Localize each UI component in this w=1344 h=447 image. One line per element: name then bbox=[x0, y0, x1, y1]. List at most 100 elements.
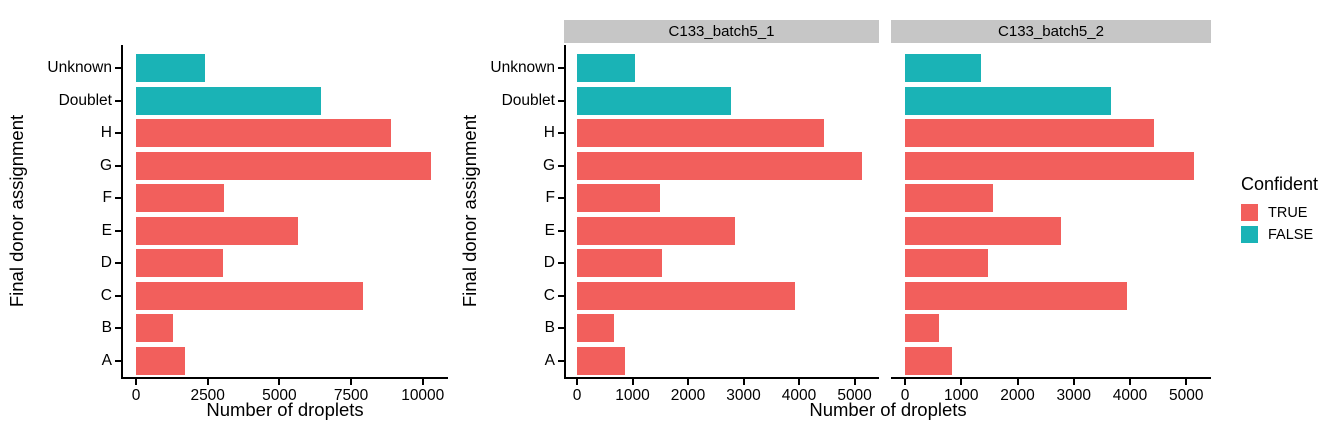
x-axis-ticks-batch5-1: 0 1000 2000 3000 4000 5000 bbox=[564, 379, 879, 413]
bar-e bbox=[905, 216, 1061, 245]
y-tick-label-a: A bbox=[544, 351, 555, 369]
x-axis-line-batch5-1 bbox=[564, 377, 879, 379]
facet-strip-batch5-2: C133_batch5_2 bbox=[891, 20, 1211, 43]
y-tick-mark bbox=[115, 229, 121, 232]
legend-title: Confident bbox=[1241, 174, 1319, 194]
legend-label-true: TRUE bbox=[1268, 204, 1308, 221]
y-tick-label-doublet: Doublet bbox=[501, 91, 555, 109]
bar-c bbox=[136, 281, 363, 310]
x-tick-label-5000: 5000 bbox=[262, 387, 297, 404]
bar-doublet bbox=[136, 86, 321, 115]
bar-e bbox=[136, 216, 298, 245]
x-tick-label-0: 0 bbox=[572, 387, 582, 404]
y-tick-label-unknown: Unknown bbox=[490, 59, 555, 77]
y-tick-mark bbox=[558, 67, 564, 70]
legend-key-true bbox=[1241, 204, 1258, 221]
y-tick-mark bbox=[115, 327, 121, 330]
y-tick-mark bbox=[558, 359, 564, 362]
x-tick-mark bbox=[631, 379, 634, 385]
y-tick-label-e: E bbox=[544, 221, 555, 239]
y-tick-label-d: D bbox=[100, 254, 112, 272]
y-tick-label-f: F bbox=[545, 189, 555, 207]
panel-batch5-1 bbox=[577, 45, 879, 377]
bar-b bbox=[577, 314, 614, 343]
bar-a bbox=[905, 346, 952, 375]
x-tick-mark bbox=[1072, 379, 1075, 385]
y-tick-label-b: B bbox=[101, 319, 112, 337]
y-tick-label-h: H bbox=[543, 124, 555, 142]
x-tick-mark bbox=[135, 379, 137, 385]
x-axis-line-batch5-2 bbox=[891, 377, 1211, 379]
y-tick-label-f: F bbox=[102, 189, 112, 207]
y-axis-line-facets bbox=[564, 45, 566, 379]
x-tick-label-0: 0 bbox=[900, 387, 910, 404]
x-axis-title-facets: Number of droplets bbox=[809, 399, 967, 420]
bar-a bbox=[136, 346, 185, 375]
y-tick-label-g: G bbox=[99, 156, 112, 174]
bar-a bbox=[577, 346, 625, 375]
bar-d bbox=[577, 249, 662, 278]
x-tick-label-2000: 2000 bbox=[670, 387, 706, 404]
x-axis-ticks-combined: 0 2500 5000 7500 10000 bbox=[121, 379, 448, 413]
y-tick-label-a: A bbox=[101, 351, 112, 369]
y-tick-mark bbox=[115, 262, 121, 265]
y-tick-label-b: B bbox=[544, 319, 555, 337]
legend: Confident TRUE FALSE bbox=[1241, 174, 1318, 248]
bar-h bbox=[577, 119, 824, 148]
x-tick-mark bbox=[278, 379, 281, 385]
x-tick-mark bbox=[742, 379, 745, 385]
x-axis-title-combined: Number of droplets bbox=[206, 399, 364, 420]
x-tick-mark bbox=[960, 379, 963, 385]
y-tick-label-c: C bbox=[543, 286, 555, 304]
x-tick-label-4000: 4000 bbox=[1112, 387, 1148, 404]
y-tick-label-doublet: Doublet bbox=[58, 91, 112, 109]
legend-item-false: FALSE bbox=[1241, 226, 1318, 243]
bar-b bbox=[136, 314, 173, 343]
bar-f bbox=[136, 184, 224, 213]
x-tick-mark bbox=[350, 379, 353, 385]
bar-unknown bbox=[136, 54, 205, 83]
panel-combined bbox=[136, 45, 448, 377]
bar-c bbox=[905, 281, 1127, 310]
y-tick-mark bbox=[115, 359, 121, 362]
bar-b bbox=[905, 314, 939, 343]
x-tick-label-10000: 10000 bbox=[401, 387, 445, 404]
x-tick-mark bbox=[798, 379, 801, 385]
x-tick-mark bbox=[1185, 379, 1188, 385]
x-tick-label-3000: 3000 bbox=[1056, 387, 1091, 404]
y-tick-label-unknown: Unknown bbox=[47, 59, 112, 77]
x-axis-line-combined bbox=[121, 377, 448, 379]
y-tick-label-g: G bbox=[542, 156, 555, 174]
bar-h bbox=[136, 119, 391, 148]
y-tick-label-c: C bbox=[100, 286, 112, 304]
y-tick-mark bbox=[115, 67, 121, 70]
x-axis-ticks-batch5-2: 0 1000 2000 3000 4000 5000 bbox=[891, 379, 1211, 413]
y-tick-mark bbox=[115, 294, 121, 297]
legend-key-false bbox=[1241, 226, 1258, 243]
legend-label-false: FALSE bbox=[1268, 226, 1314, 243]
x-tick-mark bbox=[206, 379, 209, 385]
y-tick-label-e: E bbox=[101, 221, 112, 239]
x-tick-mark bbox=[576, 379, 578, 385]
y-tick-mark bbox=[558, 132, 564, 135]
bar-d bbox=[905, 249, 988, 278]
x-tick-mark bbox=[687, 379, 690, 385]
bar-doublet bbox=[577, 86, 731, 115]
y-tick-mark bbox=[558, 229, 564, 232]
x-tick-mark bbox=[421, 379, 424, 385]
y-axis-labels-facets: Unknown Doublet H G F E D C B A bbox=[435, 45, 564, 377]
y-tick-label-h: H bbox=[100, 124, 112, 142]
y-tick-mark bbox=[115, 99, 121, 102]
x-tick-label-7500: 7500 bbox=[333, 387, 369, 404]
y-axis-line-combined bbox=[121, 45, 123, 379]
y-tick-label-d: D bbox=[543, 254, 555, 272]
legend-items: TRUE FALSE bbox=[1241, 204, 1318, 243]
x-tick-mark bbox=[1016, 379, 1019, 385]
y-tick-mark bbox=[558, 262, 564, 265]
bar-unknown bbox=[577, 54, 635, 83]
panel-batch5-2 bbox=[905, 45, 1211, 377]
bar-h bbox=[905, 119, 1154, 148]
x-tick-label-5000: 5000 bbox=[1169, 387, 1204, 404]
y-tick-mark bbox=[115, 132, 121, 135]
